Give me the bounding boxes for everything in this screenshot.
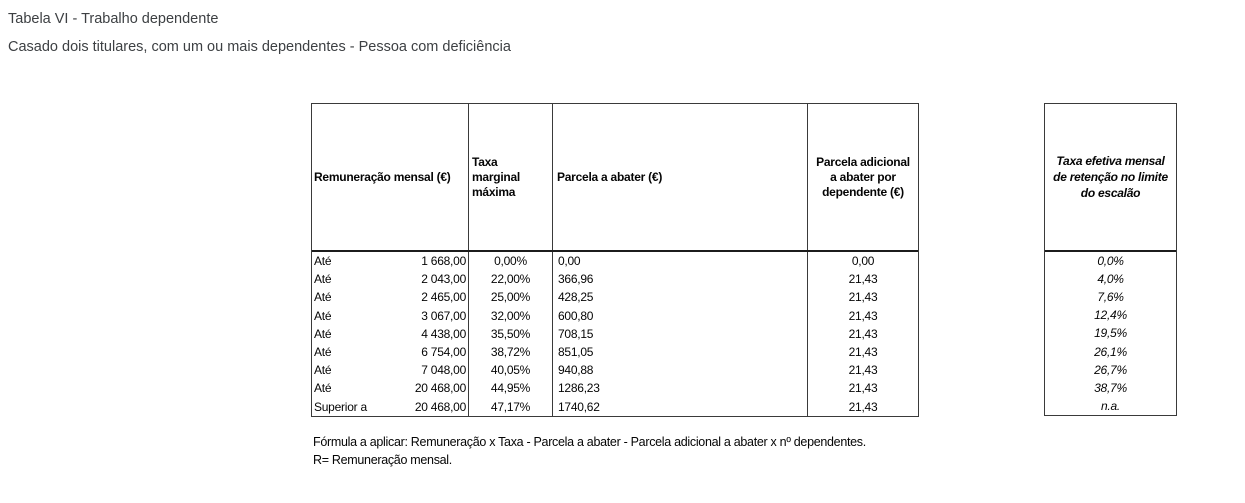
page-title: Tabela VI - Trabalho dependente xyxy=(8,11,219,27)
deduction-cell: 1740,62 xyxy=(553,397,808,416)
marginal-rate-cell: 40,05% xyxy=(469,361,553,380)
marginal-rate-cell: 22,00% xyxy=(469,270,553,289)
bracket-prefix: Superior a xyxy=(314,399,367,414)
marginal-rate-cell: 44,95% xyxy=(469,379,553,398)
table-row: Até 6 754,00 38,72% 851,05 21,43 xyxy=(312,342,918,362)
bracket-cell: Até 2 465,00 xyxy=(312,288,469,307)
deduction-cell: 600,80 xyxy=(553,306,808,325)
effective-rate-table: Taxa efetiva mensal de retenção no limit… xyxy=(1044,103,1177,416)
effective-rate-cell: 0,0% xyxy=(1097,254,1124,269)
per-dependent-cell: 0,00 xyxy=(851,254,875,269)
col-header-taxa-efetiva: Taxa efetiva mensal de retenção no limit… xyxy=(1045,104,1176,252)
table-row: Até 3 067,00 32,00% 600,80 21,43 xyxy=(312,306,918,325)
bracket-limit: 7 048,00 xyxy=(421,363,466,378)
withholding-table-header: Remuneração mensal (€) Taxa marginal máx… xyxy=(312,104,918,252)
effective-rate-cell: 7,6% xyxy=(1097,290,1124,305)
table-row: Até 2 043,00 22,00% 366,96 21,43 xyxy=(312,270,918,289)
table-row: Até 1 668,00 0,00% 0,00 0,00 xyxy=(312,252,918,271)
effective-rate-cell: 4,0% xyxy=(1097,272,1124,287)
marginal-rate-cell: 25,00% xyxy=(469,288,553,307)
per-dependent-cell: 21,43 xyxy=(848,290,878,305)
per-dependent-cell: 21,43 xyxy=(848,308,878,323)
effective-rate-cell: 38,7% xyxy=(1094,380,1127,395)
marginal-rate-cell: 32,00% xyxy=(469,306,553,325)
col-header-taxa-marginal: Taxa marginal máxima xyxy=(469,104,553,250)
table-row: Até 20 468,00 44,95% 1286,23 21,43 xyxy=(312,379,918,398)
bracket-cell: Até 3 067,00 xyxy=(312,306,469,325)
table-row: Até 2 465,00 25,00% 428,25 21,43 xyxy=(312,288,918,307)
bracket-prefix: Até xyxy=(314,254,332,269)
remuneration-note: R= Remuneração mensal. xyxy=(313,453,452,467)
effective-rate-cell: 26,1% xyxy=(1094,344,1127,359)
per-dependent-cell: 21,43 xyxy=(848,326,878,341)
table-row: Superior a 20 468,00 47,17% 1740,62 21,43 xyxy=(312,397,918,416)
effective-rate-table-body: 0,0% 4,0% 7,6% 12,4% 19,5% 26,1% 26,7% 38,7% n.a… xyxy=(1045,252,1176,415)
bracket-limit: 6 754,00 xyxy=(421,345,466,360)
col-header-remuneracao-mensal: Remuneração mensal (€) xyxy=(312,104,469,250)
bracket-cell: Até 1 668,00 xyxy=(312,252,469,271)
per-dependent-cell: 21,43 xyxy=(848,345,878,360)
bracket-prefix: Até xyxy=(314,290,332,305)
effective-rate-cell: 19,5% xyxy=(1094,326,1127,341)
bracket-cell: Até 2 043,00 xyxy=(312,270,469,289)
bracket-limit: 4 438,00 xyxy=(421,326,466,341)
deduction-cell: 708,15 xyxy=(553,324,808,343)
bracket-prefix: Até xyxy=(314,345,332,360)
bracket-limit: 20 468,00 xyxy=(414,381,466,396)
bracket-prefix: Até xyxy=(314,326,332,341)
per-dependent-cell: 21,43 xyxy=(848,272,878,287)
bracket-prefix: Até xyxy=(314,363,332,378)
marginal-rate-cell: 38,72% xyxy=(469,342,553,362)
deduction-cell: 1286,23 xyxy=(553,379,808,398)
marginal-rate-cell: 47,17% xyxy=(469,397,553,416)
bracket-cell: Até 4 438,00 xyxy=(312,324,469,343)
table-row: Até 7 048,00 40,05% 940,88 21,43 xyxy=(312,361,918,380)
per-dependent-cell: 21,43 xyxy=(848,399,878,414)
deduction-cell: 0,00 xyxy=(553,252,808,271)
table-row: Até 4 438,00 35,50% 708,15 21,43 xyxy=(312,324,918,343)
deduction-cell: 940,88 xyxy=(553,361,808,380)
marginal-rate-cell: 35,50% xyxy=(469,324,553,343)
bracket-cell: Até 7 048,00 xyxy=(312,361,469,380)
withholding-table: Remuneração mensal (€) Taxa marginal máx… xyxy=(311,103,919,417)
bracket-cell: Superior a 20 468,00 xyxy=(312,397,469,416)
bracket-prefix: Até xyxy=(314,381,332,396)
formula-note: Fórmula a aplicar: Remuneração x Taxa - … xyxy=(313,435,866,449)
bracket-limit: 1 668,00 xyxy=(421,254,466,269)
bracket-cell: Até 6 754,00 xyxy=(312,342,469,362)
table-footnotes: Fórmula a aplicar: Remuneração x Taxa - … xyxy=(313,433,866,469)
deduction-cell: 428,25 xyxy=(553,288,808,307)
effective-rate-cell: n.a. xyxy=(1100,398,1120,413)
bracket-cell: Até 20 468,00 xyxy=(312,379,469,398)
col-header-parcela-adicional: Parcela adicional a abater por dependent… xyxy=(816,154,910,199)
bracket-limit: 3 067,00 xyxy=(421,308,466,323)
bracket-limit: 20 468,00 xyxy=(414,399,466,414)
per-dependent-cell: 21,43 xyxy=(848,381,878,396)
per-dependent-cell: 21,43 xyxy=(848,363,878,378)
page-subtitle: Casado dois titulares, com um ou mais de… xyxy=(8,39,511,55)
bracket-limit: 2 465,00 xyxy=(421,290,466,305)
bracket-limit: 2 043,00 xyxy=(421,272,466,287)
bracket-prefix: Até xyxy=(314,272,332,287)
effective-rate-cell: 12,4% xyxy=(1094,308,1127,323)
col-header-parcela-abater: Parcela a abater (€) xyxy=(553,104,808,250)
deduction-cell: 366,96 xyxy=(553,270,808,289)
withholding-table-body: Até 1 668,00 0,00% 0,00 0,00 Até 2 043,00 22,00… xyxy=(312,252,918,416)
effective-rate-cell: 26,7% xyxy=(1094,362,1127,377)
bracket-prefix: Até xyxy=(314,308,332,323)
marginal-rate-cell: 0,00% xyxy=(469,252,553,271)
deduction-cell: 851,05 xyxy=(553,342,808,362)
